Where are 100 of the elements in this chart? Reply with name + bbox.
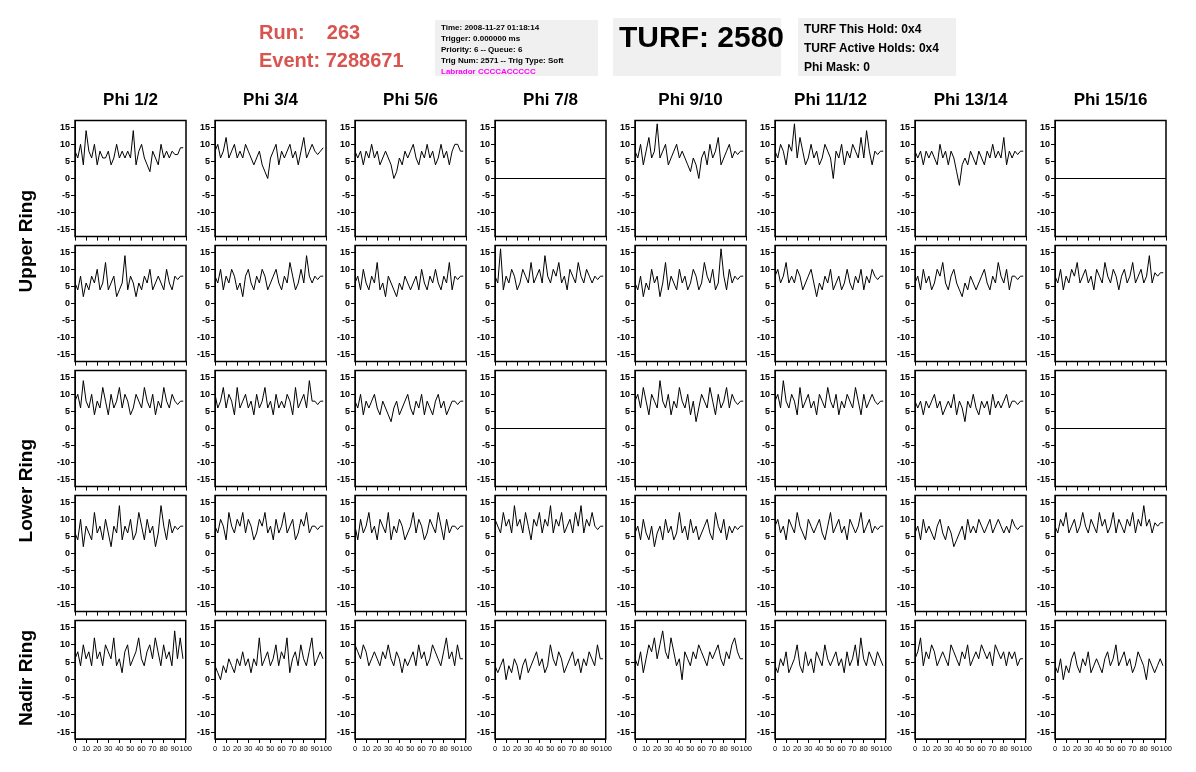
y-tick-label: 5: [904, 280, 910, 291]
y-tick-label: 5: [64, 405, 70, 416]
y-tick-label: -15: [1036, 726, 1050, 737]
y-tick-label: -15: [336, 474, 350, 485]
y-tick-label: -5: [61, 315, 70, 326]
y-tick-label: 0: [904, 547, 910, 558]
y-tick-label: 15: [1039, 496, 1050, 507]
y-tick-label: -5: [1041, 190, 1050, 201]
y-tick-label: -10: [616, 582, 630, 593]
y-tick-label: -5: [61, 190, 70, 201]
y-tick-label: 5: [204, 280, 210, 291]
y-tick-label: 15: [759, 121, 770, 132]
y-tick-label: 15: [59, 621, 70, 632]
y-tick-label: 15: [479, 246, 490, 257]
y-tick-label: -15: [1036, 474, 1050, 485]
y-tick-label: 5: [624, 530, 630, 541]
y-tick-label: 15: [479, 121, 490, 132]
y-tick-label: -15: [336, 599, 350, 610]
y-tick-label: -15: [196, 474, 210, 485]
y-tick-label: 15: [479, 621, 490, 632]
y-tick-label: 0: [624, 297, 630, 308]
y-tick-label: -5: [61, 565, 70, 576]
y-tick-label: 0: [764, 172, 770, 183]
y-tick-label: 5: [484, 656, 490, 667]
y-tick-label: 10: [619, 388, 630, 399]
y-tick-label: 10: [199, 138, 210, 149]
y-tick-label: 0: [1044, 297, 1050, 308]
y-tick-label: 15: [199, 121, 210, 132]
y-tick-label: -15: [476, 726, 490, 737]
y-tick-label: 15: [899, 621, 910, 632]
chart-title: Phi 13/14: [932, 90, 1009, 110]
y-tick-label: 10: [1039, 138, 1050, 149]
y-tick-label: 10: [899, 263, 910, 274]
y-tick-label: 10: [59, 263, 70, 274]
y-tick-label: 10: [479, 263, 490, 274]
y-tick-label: 10: [199, 388, 210, 399]
y-tick-label: 5: [204, 155, 210, 166]
y-tick-label: -5: [621, 440, 630, 451]
y-tick-label: 0: [764, 674, 770, 685]
y-tick-label: 0: [64, 297, 70, 308]
y-tick-label: 10: [199, 639, 210, 650]
y-tick-label: -10: [196, 207, 210, 218]
y-tick-label: 0: [624, 674, 630, 685]
y-tick-label: 15: [899, 121, 910, 132]
y-tick-label: -15: [476, 474, 490, 485]
y-tick-label: 15: [199, 371, 210, 382]
y-tick-label: -15: [476, 224, 490, 235]
y-tick-label: 0: [624, 547, 630, 558]
y-tick-label: -15: [616, 474, 630, 485]
y-tick-label: -10: [336, 207, 350, 218]
y-tick-label: 10: [1039, 639, 1050, 650]
y-tick-label: -15: [196, 349, 210, 360]
y-tick-label: 10: [619, 639, 630, 650]
y-tick-label: -5: [761, 691, 770, 702]
y-tick-label: -15: [896, 599, 910, 610]
y-tick-label: 10: [759, 639, 770, 650]
y-tick-label: -10: [756, 207, 770, 218]
y-tick-label: 15: [1039, 246, 1050, 257]
y-tick-label: 15: [759, 496, 770, 507]
y-tick-label: 0: [204, 297, 210, 308]
y-tick-label: 5: [484, 405, 490, 416]
y-tick-label: -5: [901, 315, 910, 326]
y-tick-label: -10: [476, 207, 490, 218]
y-axis-title: Lower Ring: [15, 439, 37, 543]
y-tick-label: 10: [479, 138, 490, 149]
y-tick-label: -10: [196, 457, 210, 468]
y-tick-label: 0: [1044, 422, 1050, 433]
y-tick-label: -10: [896, 582, 910, 593]
y-tick-label: 0: [764, 547, 770, 558]
y-tick-label: 0: [64, 674, 70, 685]
y-tick-label: 0: [204, 547, 210, 558]
y-tick-label: 0: [764, 297, 770, 308]
y-tick-label: -15: [616, 599, 630, 610]
y-tick-label: -10: [1036, 207, 1050, 218]
y-tick-label: 5: [624, 656, 630, 667]
y-tick-label: -15: [1036, 224, 1050, 235]
text: Event: 7288671: [259, 48, 405, 73]
y-tick-label: -10: [476, 709, 490, 720]
y-tick-label: 5: [344, 155, 350, 166]
y-tick-label: 5: [204, 530, 210, 541]
y-tick-label: 10: [619, 263, 630, 274]
y-tick-label: 5: [904, 656, 910, 667]
text: Trigger: 0.000000 ms: [441, 33, 522, 44]
y-tick-label: -10: [756, 457, 770, 468]
y-tick-label: 15: [899, 371, 910, 382]
y-tick-label: -10: [896, 457, 910, 468]
y-tick-label: -5: [901, 691, 910, 702]
chart-title: Phi 1/2: [102, 90, 159, 110]
y-tick-label: 15: [1039, 371, 1050, 382]
y-tick-label: -5: [901, 565, 910, 576]
y-tick-label: -5: [341, 565, 350, 576]
y-tick-label: -15: [196, 224, 210, 235]
y-tick-label: 5: [484, 155, 490, 166]
y-tick-label: 10: [339, 263, 350, 274]
y-tick-label: 15: [479, 371, 490, 382]
text: TURF Active Holds: 0x4: [804, 40, 940, 57]
y-tick-label: -10: [476, 582, 490, 593]
y-tick-label: 15: [899, 246, 910, 257]
y-tick-label: -10: [196, 709, 210, 720]
y-tick-label: 0: [1044, 172, 1050, 183]
